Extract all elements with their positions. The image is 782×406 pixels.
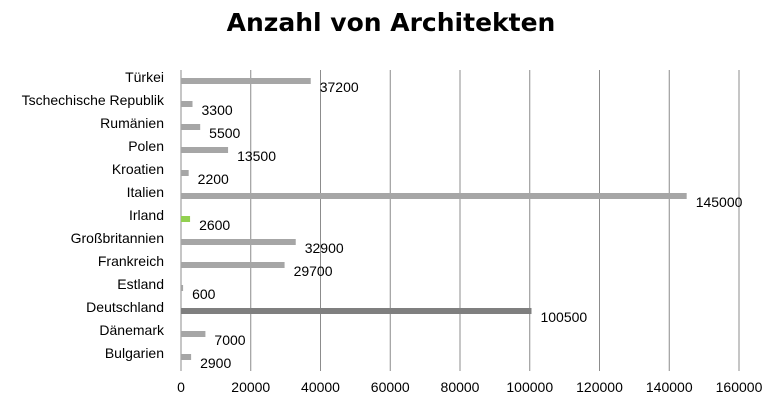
- x-tick-label: 160000: [716, 379, 763, 395]
- data-label: 37200: [320, 79, 359, 95]
- category-label: Tschechische Republik: [22, 92, 165, 108]
- bar: [181, 285, 184, 291]
- bar: [181, 331, 206, 337]
- category-label: Italien: [127, 184, 164, 200]
- chart-title: Anzahl von Architekten: [226, 8, 556, 37]
- x-tick-label: 0: [177, 379, 185, 395]
- bar: [181, 216, 191, 222]
- data-label: 13500: [237, 148, 276, 164]
- data-label: 29700: [294, 263, 333, 279]
- bar: [181, 101, 193, 107]
- category-label: Türkei: [125, 69, 164, 85]
- x-tick-label: 100000: [506, 379, 553, 395]
- category-label: Estland: [117, 276, 164, 292]
- bar: [181, 193, 687, 199]
- bar: [181, 78, 311, 84]
- category-label: Bulgarien: [105, 345, 164, 361]
- data-label: 600: [192, 286, 216, 302]
- category-label: Frankreich: [98, 253, 164, 269]
- x-tick-label: 20000: [231, 379, 270, 395]
- category-label: Kroatien: [112, 161, 164, 177]
- x-tick-label: 80000: [441, 379, 480, 395]
- bar: [181, 147, 229, 153]
- x-tick-label: 140000: [646, 379, 693, 395]
- category-label: Rumänien: [100, 115, 164, 131]
- data-label: 7000: [214, 332, 245, 348]
- bar: [181, 354, 192, 360]
- data-label: 5500: [209, 125, 240, 141]
- data-label: 2200: [198, 171, 229, 187]
- category-label: Irland: [129, 207, 164, 223]
- data-label: 2900: [200, 355, 231, 371]
- x-tick-label: 40000: [301, 379, 340, 395]
- bar: [181, 308, 532, 314]
- category-label: Polen: [128, 138, 164, 154]
- data-label: 145000: [696, 194, 743, 210]
- bar: [181, 124, 201, 130]
- data-label: 32900: [305, 240, 344, 256]
- category-label: Deutschland: [86, 299, 164, 315]
- data-label: 2600: [199, 217, 230, 233]
- x-tick-label: 120000: [576, 379, 623, 395]
- data-label: 3300: [202, 102, 233, 118]
- bar: [181, 170, 189, 176]
- bar: [181, 239, 296, 245]
- category-label: Großbritannien: [71, 230, 164, 246]
- x-tick-label: 60000: [371, 379, 410, 395]
- bar: [181, 262, 285, 268]
- data-label: 100500: [540, 309, 587, 325]
- category-label: Dänemark: [99, 322, 165, 338]
